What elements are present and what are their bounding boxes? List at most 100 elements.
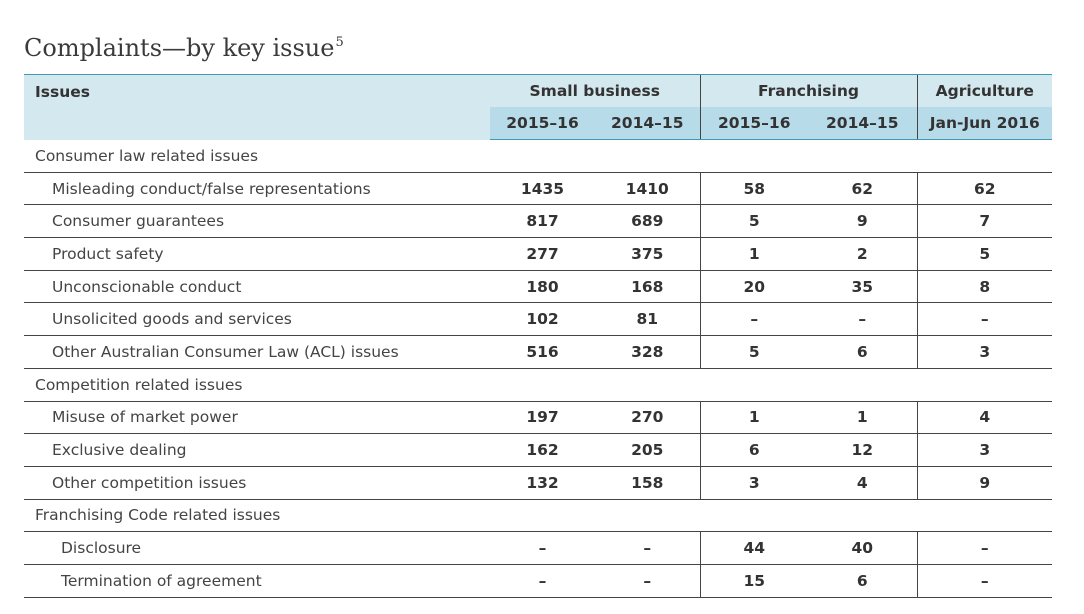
row-label: Consumer guarantees bbox=[24, 204, 490, 239]
value-cell: 5 bbox=[916, 237, 1053, 271]
value-cell: – bbox=[699, 302, 808, 337]
table-header: Issues Small business Franchising Agricu… bbox=[24, 74, 1053, 140]
value-cell: 1 bbox=[808, 401, 918, 435]
row-label: Disclosure bbox=[24, 531, 490, 565]
row-label: Product safety bbox=[24, 237, 490, 271]
value-cell: – bbox=[595, 564, 700, 598]
value-cell: 58 bbox=[699, 172, 808, 206]
section-title: Competition related issues bbox=[24, 368, 1053, 402]
value-cell: 375 bbox=[595, 237, 700, 271]
table-section: Franchising Code related issues Disclosur… bbox=[24, 499, 1053, 598]
header-row: 2015–16 2014–15 2015–16 2014–15 Jan-Jun … bbox=[24, 107, 1053, 140]
value-cell: 1 bbox=[699, 237, 808, 271]
value-cell: 20 bbox=[699, 270, 808, 304]
value-cell: – bbox=[490, 531, 595, 565]
period-header: 2015–16 bbox=[490, 107, 595, 140]
period-header: 2014–15 bbox=[595, 107, 700, 140]
value-cell: 516 bbox=[490, 335, 595, 369]
value-cell: 817 bbox=[490, 204, 595, 239]
data-row: Other Australian Consumer Law (ACL) issu… bbox=[24, 335, 1053, 369]
complaints-table: Issues Small business Franchising Agricu… bbox=[24, 74, 1053, 598]
header-cell: Issues bbox=[24, 74, 490, 140]
value-cell: 7 bbox=[916, 204, 1053, 239]
section-row: Franchising Code related issues bbox=[24, 499, 1053, 533]
data-row: Misuse of market power 197 270 1 1 4 bbox=[24, 401, 1053, 435]
value-cell: – bbox=[916, 531, 1053, 565]
data-row: Exclusive dealing 162 205 6 12 3 bbox=[24, 433, 1053, 467]
value-cell: 1410 bbox=[595, 172, 700, 206]
data-row: Disclosure – –44 40– bbox=[24, 531, 1053, 565]
value-cell: 15 bbox=[699, 564, 808, 598]
value-cell: 162 bbox=[490, 433, 595, 467]
data-row: Misleading conduct/false representations… bbox=[24, 172, 1053, 206]
value-cell: 3 bbox=[916, 335, 1053, 369]
data-row: Consumer guarantees 817 689 5 9 7 bbox=[24, 204, 1053, 239]
value-cell: 158 bbox=[595, 466, 700, 500]
title-text: Complaints—by key issue bbox=[24, 34, 335, 62]
section-title: Franchising Code related issues bbox=[24, 499, 1053, 533]
row-label: Exclusive dealing bbox=[24, 433, 490, 467]
value-cell: 6 bbox=[808, 564, 918, 598]
period-header: 2014–15 bbox=[808, 107, 918, 140]
section-row: Competition related issues bbox=[24, 368, 1053, 402]
value-cell: 9 bbox=[916, 466, 1053, 500]
row-label: Misuse of market power bbox=[24, 401, 490, 435]
value-cell: 328 bbox=[595, 335, 700, 369]
data-row: Other competition issues 132 158 3 4 9 bbox=[24, 466, 1053, 500]
value-cell: 5 bbox=[699, 335, 808, 369]
data-row: Product safety 277 375 1 2 5 bbox=[24, 237, 1053, 271]
value-cell: 277 bbox=[490, 237, 595, 271]
row-label: Termination of agreement bbox=[24, 564, 490, 598]
period-header: 2015–16 bbox=[699, 107, 808, 140]
value-cell: 4 bbox=[916, 401, 1053, 435]
row-label: Unconscionable conduct bbox=[24, 270, 490, 304]
value-cell: – bbox=[490, 564, 595, 598]
title: Complaints—by key issue5 bbox=[24, 34, 344, 62]
value-cell: 270 bbox=[595, 401, 700, 435]
group-header: Franchising bbox=[699, 74, 918, 107]
data-row: Unsolicited goods and services 102 81– – – bbox=[24, 302, 1053, 337]
value-cell: 12 bbox=[808, 433, 918, 467]
value-cell: 180 bbox=[490, 270, 595, 304]
value-cell: 205 bbox=[595, 433, 700, 467]
value-cell: – bbox=[808, 302, 918, 337]
value-cell: 81 bbox=[595, 302, 700, 337]
row-label: Other Australian Consumer Law (ACL) issu… bbox=[24, 335, 490, 369]
row-label: Unsolicited goods and services bbox=[24, 302, 490, 337]
group-header: Agriculture bbox=[916, 74, 1053, 107]
footnote-ref: 5 bbox=[335, 35, 344, 50]
value-cell: 102 bbox=[490, 302, 595, 337]
value-cell: 1435 bbox=[490, 172, 595, 206]
value-cell: 197 bbox=[490, 401, 595, 435]
value-cell: 3 bbox=[916, 433, 1053, 467]
value-cell: 6 bbox=[699, 433, 808, 467]
value-cell: 40 bbox=[808, 531, 918, 565]
section-title: Consumer law related issues bbox=[24, 139, 1053, 173]
value-cell: 3 bbox=[699, 466, 808, 500]
group-header: Small business bbox=[490, 74, 700, 107]
value-cell: 9 bbox=[808, 204, 918, 239]
header-row: Issues Small business Franchising Agricu… bbox=[24, 74, 1053, 140]
value-cell: 62 bbox=[808, 172, 918, 206]
section-row: Consumer law related issues bbox=[24, 139, 1053, 173]
table-section: Consumer law related issues Misleading co… bbox=[24, 139, 1053, 369]
value-cell: 4 bbox=[808, 466, 918, 500]
value-cell: 132 bbox=[490, 466, 595, 500]
table-section: Competition related issues Misuse of mark… bbox=[24, 368, 1053, 500]
data-row: Termination of agreement – –15 6– bbox=[24, 564, 1053, 598]
value-cell: 44 bbox=[699, 531, 808, 565]
value-cell: 8 bbox=[916, 270, 1053, 304]
value-cell: 2 bbox=[808, 237, 918, 271]
value-cell: 168 bbox=[595, 270, 700, 304]
value-cell: 35 bbox=[808, 270, 918, 304]
period-header: Jan-Jun 2016 bbox=[916, 107, 1053, 140]
value-cell: 6 bbox=[808, 335, 918, 369]
value-cell: 62 bbox=[916, 172, 1053, 206]
value-cell: 5 bbox=[699, 204, 808, 239]
value-cell: – bbox=[595, 531, 700, 565]
row-label: Misleading conduct/false representations bbox=[24, 172, 490, 206]
data-row: Unconscionable conduct 180 168 20 35 8 bbox=[24, 270, 1053, 304]
value-cell: – bbox=[916, 564, 1053, 598]
value-cell: 1 bbox=[699, 401, 808, 435]
